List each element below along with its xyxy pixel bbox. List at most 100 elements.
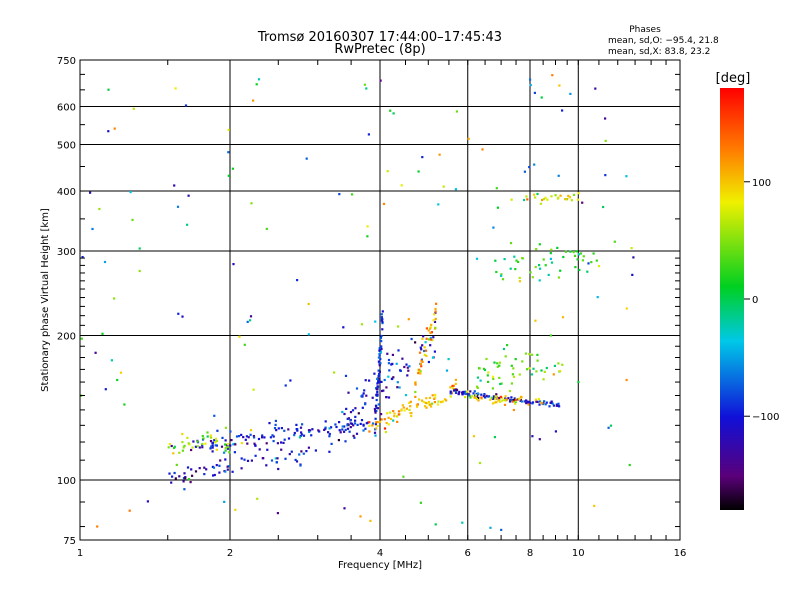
data-point: [308, 430, 311, 433]
data-point: [249, 319, 252, 322]
data-point: [210, 445, 213, 448]
data-point: [519, 395, 523, 398]
data-point: [81, 256, 84, 259]
data-point: [194, 445, 197, 448]
data-point: [385, 421, 388, 425]
data-point: [508, 389, 511, 393]
data-point: [549, 334, 552, 337]
data-point: [445, 399, 448, 402]
data-point: [211, 450, 214, 453]
data-point: [543, 400, 546, 403]
data-point: [415, 404, 419, 407]
data-point: [510, 396, 513, 399]
data-point: [547, 273, 550, 276]
data-point: [351, 193, 354, 196]
data-point: [417, 370, 420, 373]
data-point: [380, 317, 384, 320]
data-point: [328, 450, 331, 453]
data-point: [525, 399, 528, 402]
data-point: [455, 389, 459, 392]
data-point: [516, 398, 519, 401]
data-point: [330, 426, 333, 429]
data-point: [455, 110, 458, 113]
data-point: [397, 349, 400, 352]
data-point: [430, 405, 433, 408]
data-point: [539, 267, 542, 270]
data-point: [389, 417, 393, 421]
data-point: [273, 427, 277, 430]
data-point: [240, 442, 243, 445]
data-point: [201, 434, 204, 438]
data-point: [178, 451, 181, 454]
data-point: [550, 261, 554, 264]
data-point: [359, 422, 362, 425]
data-point: [433, 397, 436, 400]
data-point: [380, 347, 383, 350]
data-point: [184, 477, 187, 480]
data-point: [249, 315, 253, 318]
data-point: [533, 163, 536, 166]
data-point: [387, 396, 391, 399]
data-point: [531, 276, 534, 279]
data-point: [350, 422, 354, 425]
data-point: [204, 442, 207, 445]
data-point: [353, 422, 357, 425]
data-point: [465, 392, 468, 396]
data-point: [381, 328, 384, 331]
data-point: [187, 478, 191, 481]
data-point: [533, 91, 536, 94]
data-point: [497, 399, 500, 402]
data-point: [211, 441, 214, 444]
data-point: [349, 411, 353, 414]
data-point: [181, 449, 184, 452]
data-point: [424, 401, 427, 405]
data-point: [401, 357, 404, 360]
data-point: [366, 421, 370, 424]
data-point: [219, 459, 222, 462]
data-point: [434, 311, 437, 314]
data-point: [271, 434, 274, 437]
data-point: [557, 402, 560, 405]
data-point: [509, 267, 512, 270]
data-point: [252, 435, 255, 438]
data-point: [436, 403, 440, 406]
data-point: [376, 390, 379, 394]
data-point: [405, 363, 408, 366]
data-point: [519, 398, 522, 402]
data-point: [630, 247, 633, 250]
data-point: [233, 451, 236, 454]
data-point: [375, 406, 378, 409]
data-points: [80, 74, 635, 531]
data-point: [429, 403, 432, 406]
data-point: [480, 393, 483, 396]
data-point: [430, 331, 433, 334]
data-point: [189, 481, 192, 484]
y-tick-label: 100: [57, 476, 76, 487]
data-point: [383, 378, 386, 382]
data-point: [537, 397, 540, 401]
data-point: [226, 465, 229, 468]
data-point: [224, 439, 227, 442]
data-point: [493, 361, 496, 364]
data-point: [555, 404, 558, 407]
data-point: [386, 352, 389, 355]
data-point: [338, 193, 341, 196]
data-point: [173, 446, 176, 450]
data-point: [494, 398, 497, 401]
data-point: [416, 405, 419, 408]
data-point: [431, 339, 434, 342]
data-point: [381, 389, 384, 393]
data-point: [442, 185, 445, 188]
data-point: [477, 396, 480, 399]
data-point: [593, 504, 596, 507]
data-point: [469, 390, 472, 393]
data-point: [434, 307, 437, 311]
colorbar-tick-label: 0: [752, 295, 758, 306]
data-point: [594, 87, 597, 90]
data-point: [625, 378, 628, 382]
data-point: [324, 426, 327, 429]
data-point: [409, 405, 412, 408]
data-point: [587, 262, 590, 265]
data-point: [487, 395, 491, 398]
data-point: [338, 421, 341, 424]
